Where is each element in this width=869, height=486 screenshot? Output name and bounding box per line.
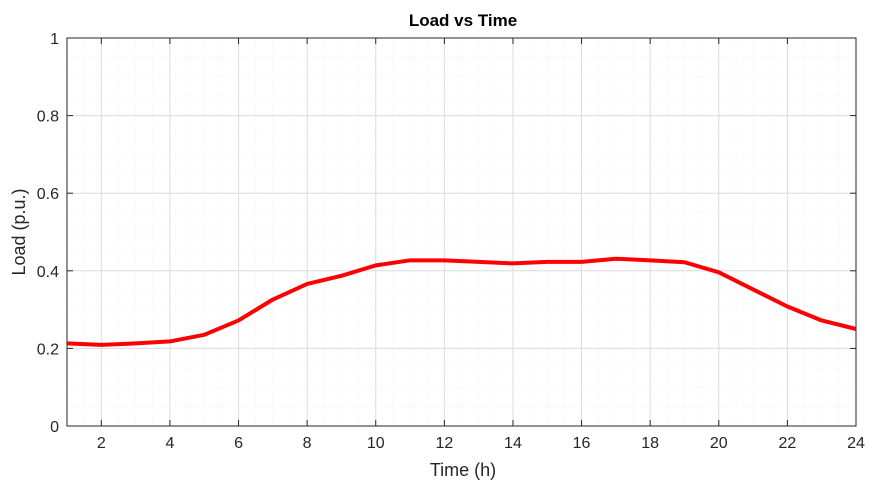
y-tick-label: 0.4 xyxy=(37,264,59,281)
y-tick-label: 0.6 xyxy=(37,186,59,203)
x-tick-label: 6 xyxy=(234,435,243,452)
x-axis-label: Time (h) xyxy=(430,460,496,480)
x-tick-label: 20 xyxy=(710,435,728,452)
y-tick-label: 1 xyxy=(50,31,59,48)
y-tick-label: 0 xyxy=(50,419,59,436)
x-tick-label: 18 xyxy=(641,435,659,452)
x-tick-label: 12 xyxy=(435,435,453,452)
y-tick-label: 0.8 xyxy=(37,109,59,126)
y-axis-label: Load (p.u.) xyxy=(9,188,29,275)
x-tick-label: 10 xyxy=(367,435,385,452)
x-tick-label: 2 xyxy=(97,435,106,452)
x-tick-label: 4 xyxy=(165,435,174,452)
x-tick-label: 16 xyxy=(573,435,591,452)
x-tick-label: 24 xyxy=(847,435,865,452)
grid xyxy=(66,37,857,427)
x-tick-label: 8 xyxy=(303,435,312,452)
series-layer xyxy=(66,256,857,347)
plot-area xyxy=(66,37,857,427)
x-tick-label: 14 xyxy=(504,435,522,452)
series-line xyxy=(66,256,857,347)
chart-title: Load vs Time xyxy=(409,11,517,30)
y-tick-label: 0.2 xyxy=(37,341,59,358)
x-tick-label: 22 xyxy=(778,435,796,452)
